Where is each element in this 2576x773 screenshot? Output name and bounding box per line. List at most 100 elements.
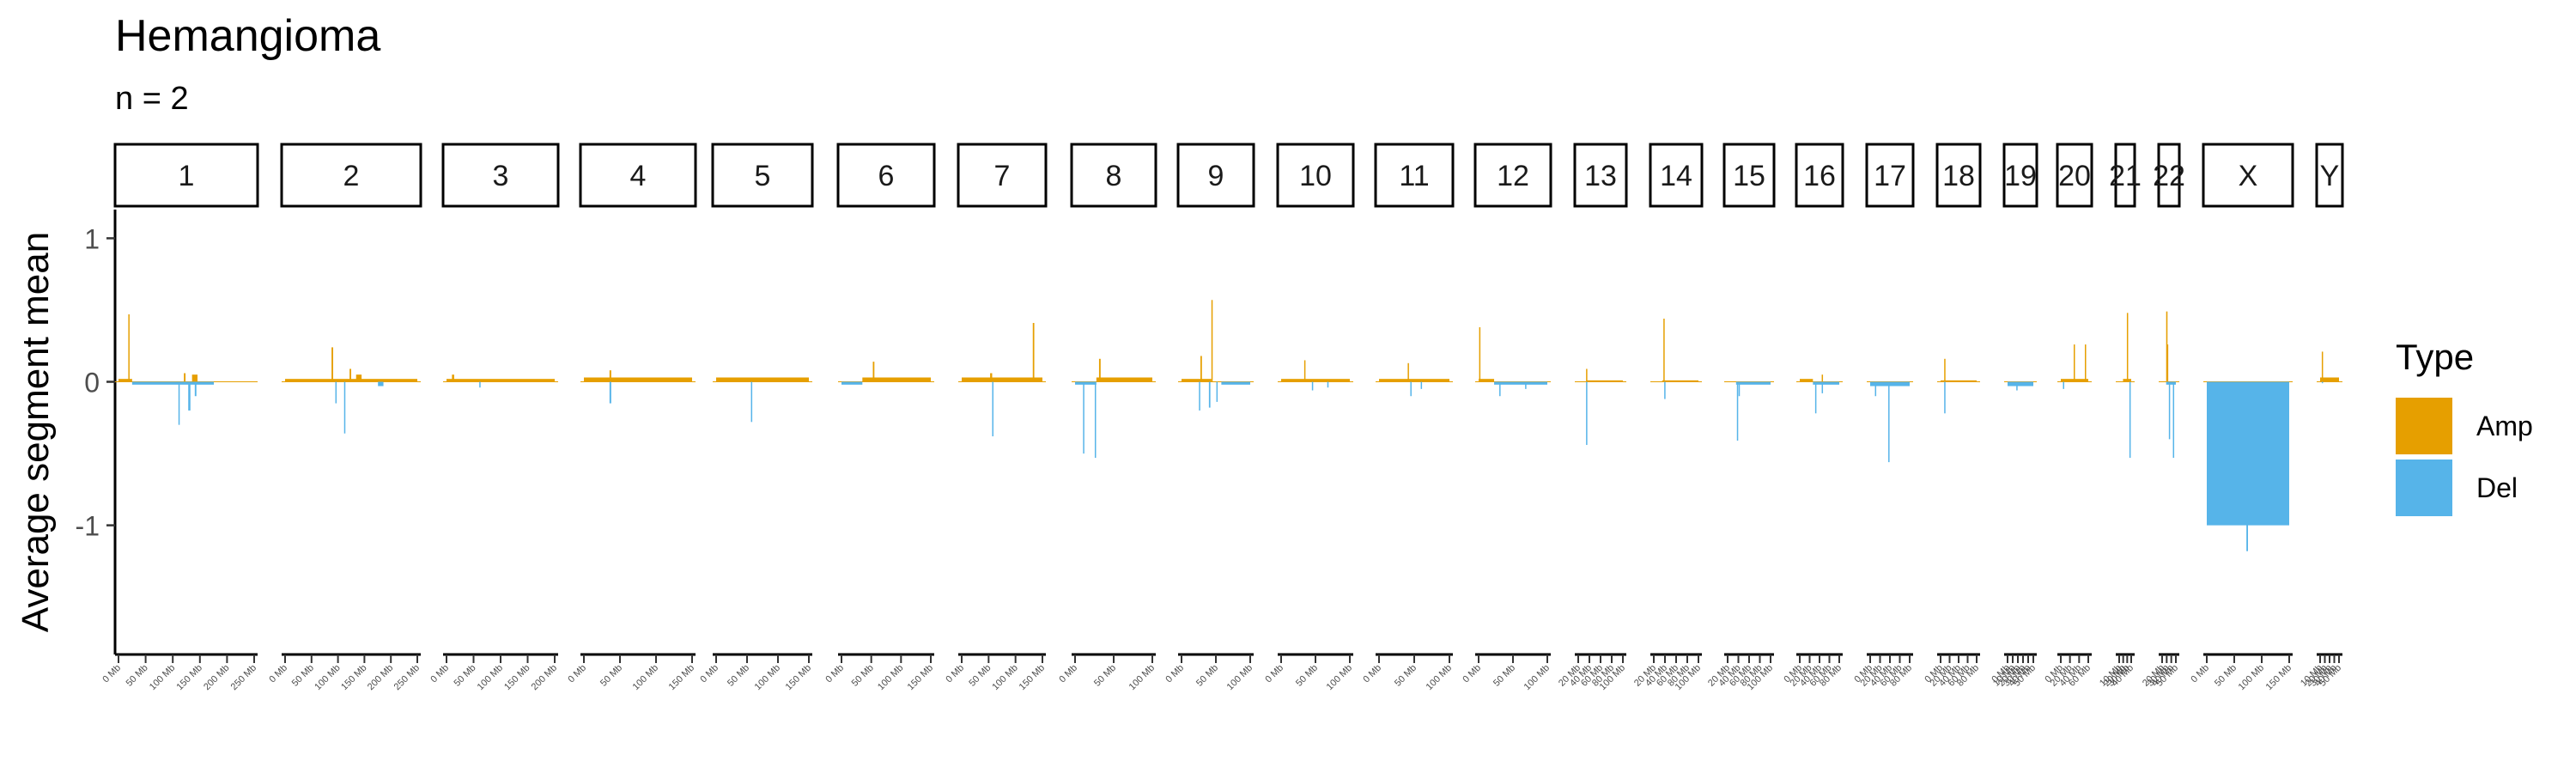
del-segment-chr-10 bbox=[1311, 381, 1314, 391]
x-tick-label-chr-2: 150 Mb bbox=[339, 663, 368, 692]
x-tick-label-chr-10: 0 Mb bbox=[1263, 663, 1285, 685]
x-tick-label-chr-7: 50 Mb bbox=[967, 663, 993, 689]
amp-segment-chr-y bbox=[2321, 351, 2324, 382]
facet-label-chr-21: 21 bbox=[2109, 160, 2142, 192]
amp-segment-chr-13 bbox=[1586, 380, 1623, 382]
amp-segment-chr-20 bbox=[2085, 344, 2087, 382]
del-segment-chr-x bbox=[2212, 381, 2214, 461]
facet-label-chr-5: 5 bbox=[755, 160, 771, 192]
facet-label-chr-20: 20 bbox=[2058, 160, 2091, 192]
del-segment-chr-8 bbox=[1083, 381, 1084, 454]
del-segment-chr-17 bbox=[1888, 381, 1890, 463]
x-tick-label-chr-4: 50 Mb bbox=[598, 663, 624, 689]
chart-subtitle: n = 2 bbox=[115, 81, 189, 117]
del-segment-chr-17 bbox=[1870, 381, 1910, 386]
x-tick-label-chr-8: 100 Mb bbox=[1127, 663, 1157, 692]
facet-label-chr-18: 18 bbox=[1942, 160, 1975, 192]
x-tick-label-chr-1: 50 Mb bbox=[125, 663, 150, 689]
facet-strip-chr-10 bbox=[1276, 143, 1355, 208]
x-tick-label-chr-10: 50 Mb bbox=[1294, 663, 1320, 689]
legend-label-amp: Amp bbox=[2476, 410, 2533, 441]
del-segment-chr-22 bbox=[2172, 381, 2175, 459]
facet-label-chr-6: 6 bbox=[878, 160, 895, 192]
del-segment-chr-12 bbox=[1525, 381, 1527, 389]
x-tick-label-chr-4: 100 Mb bbox=[631, 663, 660, 692]
x-tick-label-chr-10: 100 Mb bbox=[1325, 663, 1354, 692]
amp-segment-chr-1 bbox=[128, 313, 130, 382]
del-segment-chr-16 bbox=[1821, 381, 1824, 393]
facet-strip-chr-3 bbox=[441, 143, 560, 208]
del-segment-chr-3 bbox=[479, 381, 481, 388]
facet-strip-chr-5 bbox=[711, 143, 814, 208]
amp-segment-chr-7 bbox=[1032, 323, 1035, 382]
facet-label-chr-2: 2 bbox=[343, 160, 360, 192]
del-segment-chr-9 bbox=[1199, 381, 1200, 411]
del-segment-chr-18 bbox=[1944, 381, 1946, 414]
x-tick-label-chr-11: 100 Mb bbox=[1425, 663, 1454, 692]
x-tick-label-chr-6: 150 Mb bbox=[906, 663, 935, 692]
facet-label-chr-12: 12 bbox=[1497, 160, 1529, 192]
x-tick-label-chr-x: 100 Mb bbox=[2237, 663, 2266, 692]
x-tick-label-chr-3: 150 Mb bbox=[502, 663, 532, 692]
legend: Type Amp Del bbox=[2396, 337, 2533, 519]
amp-segment-chr-9 bbox=[1182, 379, 1212, 382]
del-segment-chr-17 bbox=[1874, 381, 1877, 397]
del-segment-chr-13 bbox=[1586, 381, 1588, 446]
del-segment-chr-2 bbox=[335, 381, 337, 404]
facet-strip-chr-13 bbox=[1573, 143, 1628, 208]
del-segment-chr-9 bbox=[1216, 381, 1218, 402]
facet-label-chr-22: 22 bbox=[2153, 160, 2185, 192]
amp-segment-chr-22 bbox=[2166, 344, 2169, 382]
facet-strip-chr-x bbox=[2202, 143, 2294, 208]
facet-label-chr-13: 13 bbox=[1584, 160, 1617, 192]
del-segment-chr-21 bbox=[2129, 381, 2131, 459]
facet-strip-chr-16 bbox=[1795, 143, 1844, 208]
x-tick-label-chr-8: 0 Mb bbox=[1057, 663, 1079, 685]
del-segment-chr-14 bbox=[1664, 381, 1666, 399]
x-tick-label-chr-2: 200 Mb bbox=[366, 663, 395, 692]
x-tick-label-chr-4: 150 Mb bbox=[667, 663, 696, 692]
amp-segment-chr-6 bbox=[872, 362, 875, 382]
y-tick-label: -1 bbox=[76, 511, 100, 542]
del-segment-chr-15 bbox=[1738, 381, 1741, 397]
amp-segment-chr-1 bbox=[191, 374, 198, 382]
x-tick-label-chr-1: 200 Mb bbox=[202, 663, 231, 692]
amp-segment-chr-11 bbox=[1379, 379, 1449, 382]
del-segment-chr-11 bbox=[1420, 381, 1423, 389]
x-tick-label-chr-3: 0 Mb bbox=[428, 663, 451, 685]
legend-swatch-amp bbox=[2396, 398, 2452, 454]
amp-segment-chr-7 bbox=[990, 373, 993, 382]
x-tick-label-chr-7: 100 Mb bbox=[990, 663, 1019, 692]
facet-strip-chr-2 bbox=[280, 143, 422, 208]
amp-segment-chr-20 bbox=[2074, 344, 2075, 382]
facet-label-chr-4: 4 bbox=[630, 160, 647, 192]
facet-strip-chr-1 bbox=[113, 143, 259, 208]
del-segment-chr-10 bbox=[1327, 381, 1329, 388]
facet-strip-chr-20 bbox=[2056, 143, 2093, 208]
amp-segment-chr-11 bbox=[1407, 362, 1409, 382]
del-segment-chr-1 bbox=[188, 381, 191, 411]
amp-segment-chr-16 bbox=[1821, 374, 1824, 382]
del-segment-chr-1 bbox=[178, 381, 180, 425]
x-tick-label-chr-2: 100 Mb bbox=[313, 663, 342, 692]
x-tick-label-chr-2: 0 Mb bbox=[267, 663, 289, 685]
facet-strip-chr-4 bbox=[579, 143, 697, 208]
facet-strip-chr-15 bbox=[1722, 143, 1776, 208]
amp-segment-chr-12 bbox=[1479, 379, 1495, 382]
x-tick-label-chr-12: 0 Mb bbox=[1461, 663, 1483, 685]
del-segment-chr-6 bbox=[841, 381, 863, 385]
legend-item-amp: Amp bbox=[2396, 395, 2533, 457]
facet-strip-chr-6 bbox=[836, 143, 936, 208]
facet-strip-chr-7 bbox=[957, 143, 1048, 208]
facet-label-chr-10: 10 bbox=[1299, 160, 1332, 192]
facet-label-chr-19: 19 bbox=[2004, 160, 2037, 192]
amp-segment-chr-10 bbox=[1303, 360, 1306, 382]
del-segment-chr-7 bbox=[992, 381, 993, 437]
amp-segment-chr-13 bbox=[1586, 368, 1588, 382]
amp-segment-chr-1 bbox=[184, 373, 186, 382]
x-tick-label-chr-3: 200 Mb bbox=[530, 663, 559, 692]
x-tick-label-chr-12: 100 Mb bbox=[1522, 663, 1552, 692]
legend-item-del: Del bbox=[2396, 457, 2533, 519]
facet-label-chr-8: 8 bbox=[1106, 160, 1122, 192]
facet-label-chr-14: 14 bbox=[1660, 160, 1692, 192]
